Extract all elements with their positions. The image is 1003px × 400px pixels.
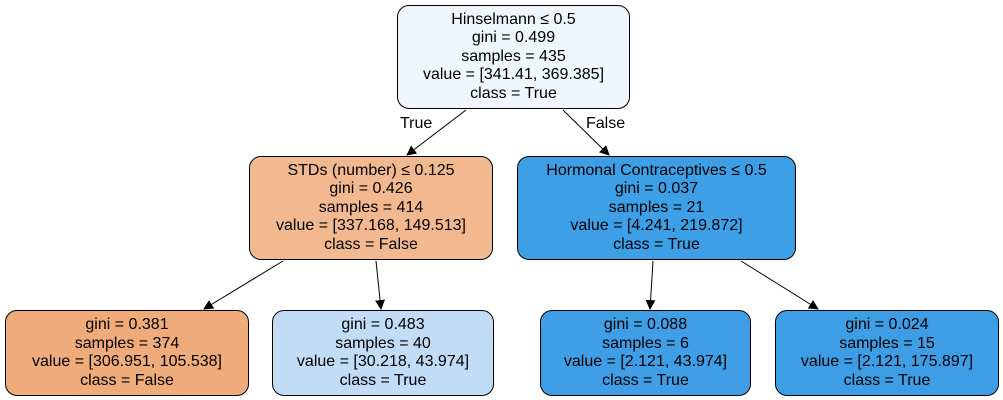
edge-right-to-right-left bbox=[645, 260, 656, 310]
node-class: class = True bbox=[470, 84, 557, 102]
node-class: class = True bbox=[339, 371, 427, 389]
node-value: value = [4.241, 219.872] bbox=[570, 217, 743, 235]
node-value: value = [2.121, 175.897] bbox=[800, 353, 974, 370]
node-condition: STDs (number) ≤ 0.125 bbox=[287, 161, 455, 179]
tree-node-right: Hormonal Contraceptives ≤ 0.5 gini = 0.0… bbox=[517, 156, 796, 260]
node-class: class = True bbox=[843, 371, 931, 389]
node-value: value = [337.168, 149.513] bbox=[276, 217, 466, 235]
tree-leaf-left-left: gini = 0.381 samples = 374 value = [306.… bbox=[5, 310, 249, 396]
node-samples: samples = 15 bbox=[839, 334, 935, 352]
node-samples: samples = 435 bbox=[461, 47, 566, 65]
tree-leaf-left-right: gini = 0.483 samples = 40 value = [30.21… bbox=[272, 310, 494, 396]
node-class: class = False bbox=[324, 235, 418, 253]
node-condition: Hormonal Contraceptives ≤ 0.5 bbox=[546, 161, 767, 179]
tree-leaf-right-left: gini = 0.088 samples = 6 value = [2.121,… bbox=[540, 310, 751, 396]
node-gini: gini = 0.483 bbox=[341, 316, 425, 333]
node-gini: gini = 0.426 bbox=[329, 180, 413, 198]
node-samples: samples = 414 bbox=[318, 198, 424, 216]
node-gini: gini = 0.088 bbox=[603, 316, 688, 333]
tree-node-root: Hinselmann ≤ 0.5 gini = 0.499 samples = … bbox=[397, 5, 630, 109]
node-samples: samples = 374 bbox=[74, 334, 180, 352]
node-gini: gini = 0.037 bbox=[614, 180, 699, 198]
node-value: value = [2.121, 43.974] bbox=[563, 353, 728, 370]
node-class: class = False bbox=[80, 371, 174, 389]
node-samples: samples = 21 bbox=[608, 198, 705, 216]
node-value: value = [306.951, 105.538] bbox=[32, 353, 222, 370]
node-class: class = True bbox=[602, 371, 689, 389]
edge-label-false: False bbox=[586, 115, 626, 132]
node-class: class = True bbox=[613, 235, 700, 253]
node-value: value = [341.41, 369.385] bbox=[422, 66, 605, 84]
edge-left-to-left-right bbox=[375, 260, 386, 310]
node-samples: samples = 6 bbox=[602, 334, 689, 352]
tree-leaf-right-right: gini = 0.024 samples = 15 value = [2.121… bbox=[775, 310, 999, 396]
edge-root-to-right bbox=[562, 109, 610, 156]
edge-label-true: True bbox=[400, 115, 433, 132]
tree-node-left: STDs (number) ≤ 0.125 gini = 0.426 sampl… bbox=[249, 156, 493, 260]
edge-root-to-left bbox=[406, 109, 467, 156]
node-gini: gini = 0.024 bbox=[845, 316, 929, 333]
node-gini: gini = 0.381 bbox=[85, 316, 169, 333]
node-gini: gini = 0.499 bbox=[471, 29, 556, 47]
edge-right-to-right-right bbox=[740, 260, 819, 310]
node-value: value = [30.218, 43.974] bbox=[296, 353, 470, 370]
node-condition: Hinselmann ≤ 0.5 bbox=[451, 10, 576, 28]
node-samples: samples = 40 bbox=[335, 334, 431, 352]
edge-left-to-left-left bbox=[203, 260, 284, 310]
